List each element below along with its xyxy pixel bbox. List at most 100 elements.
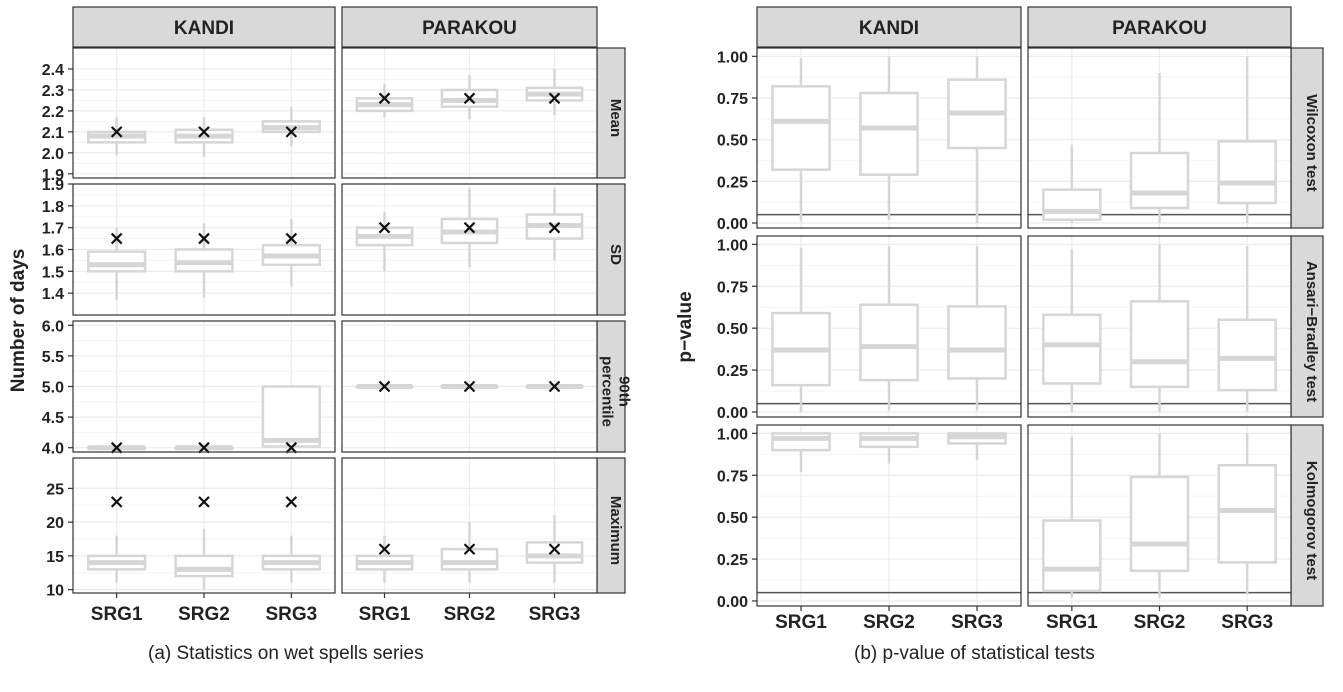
- chart-a-observed-point: [285, 126, 298, 138]
- chart-b-box: [1129, 151, 1190, 210]
- chart-a-ytick-label: 1.7: [42, 221, 64, 238]
- chart-b-box: [947, 305, 1007, 380]
- chart-a-ylabel: Number of days: [8, 249, 29, 393]
- chart-b-ytick-label: 1.00: [717, 237, 748, 254]
- chart-a-ytick-label: 20: [46, 515, 64, 532]
- chart-a-box: [525, 541, 584, 564]
- chart-b-box: [771, 85, 831, 171]
- chart-a-observed-point: [378, 92, 391, 105]
- chart-b-panel-border: [756, 235, 1022, 418]
- chart-a-observed-point: [110, 441, 123, 454]
- chart-b-strip-row-bg: [1290, 235, 1324, 418]
- chart-b-xtick-label: SRG3: [1221, 612, 1273, 633]
- chart-b-box: [1042, 188, 1102, 221]
- chart-b-ytick-label: 0.00: [717, 405, 748, 422]
- chart-a-box: [261, 385, 321, 448]
- chart-a-xtick-label: SRG1: [91, 604, 143, 625]
- chart-b-box: [1217, 463, 1277, 564]
- chart-a-observed-point: [548, 543, 561, 555]
- chart-a-ytick-label: 1.4: [42, 286, 64, 303]
- chart-a-panel-border: [72, 183, 336, 316]
- chart-b-box: [771, 432, 831, 452]
- chart-a-strip-row-bg: [596, 47, 626, 179]
- chart-b-strip-row-bg: [1290, 47, 1324, 229]
- chart-a-observed-point: [548, 92, 561, 105]
- chart-a-observed-point: [285, 232, 298, 245]
- chart-a-strip-row-label: 90th: [616, 376, 633, 407]
- chart-a-ytick-label: 2.4: [42, 62, 64, 79]
- chart-a-observed-point: [378, 543, 391, 555]
- chart-a-observed-point: [285, 441, 298, 454]
- chart-a-strip-col-label: PARAKOU: [422, 18, 517, 39]
- chart-a-xtick-label: SRG1: [359, 604, 411, 625]
- chart-a-observed-point: [378, 221, 391, 234]
- chart-a-observed-point: [463, 380, 476, 393]
- chart-a-observed-point: [198, 126, 210, 138]
- chart-a-box: [87, 250, 147, 273]
- chart-a-strip-col-label: KANDI: [174, 18, 234, 39]
- chart-b-panel-border: [1027, 235, 1292, 418]
- chart-b-ytick-label: 0.75: [717, 279, 748, 296]
- chart-a-observed-point: [548, 221, 561, 234]
- chart-a-xtick-label: SRG3: [529, 604, 581, 625]
- chart-b-strip-col-label: KANDI: [859, 18, 919, 39]
- chart-a-observed-point: [110, 496, 123, 508]
- chart-a-strip-row-label: Maximum: [607, 496, 624, 565]
- chart-b-xtick-label: SRG1: [775, 612, 827, 633]
- chart-a-box: [174, 554, 234, 578]
- chart-b-ytick-label: 0.50: [717, 321, 748, 338]
- chart-b-ytick-label: 1.00: [717, 49, 748, 66]
- chart-a-ytick-label: 2.3: [42, 83, 64, 100]
- chart-b-strip-row-label: Kolmogorov test: [1303, 461, 1320, 580]
- chart-b-ytick-label: 0.25: [717, 174, 748, 191]
- chart-a-strip-row-label: percentile: [599, 356, 616, 427]
- chart-a-observed-point: [463, 221, 476, 234]
- caption-a: (a) Statistics on wet spells series: [148, 643, 424, 664]
- chart-b-box: [1129, 300, 1190, 389]
- chart-b-ytick-label: 0.25: [717, 552, 748, 569]
- chart-a-ytick-label: 10: [46, 583, 64, 600]
- chart-a-strip-col-bg: [341, 6, 598, 48]
- chart-b-box: [1129, 475, 1190, 573]
- chart-b-ytick-label: 0.50: [717, 510, 748, 527]
- chart-a-strip-row-bg: [596, 183, 626, 316]
- chart-a-ytick-label: 25: [46, 481, 64, 498]
- chart-b-ytick-label: 1.00: [717, 426, 748, 443]
- chart-b-box: [1217, 318, 1277, 392]
- chart-b-strip-row-label: Wilcoxon test: [1303, 94, 1320, 191]
- chart-a-panel-border: [341, 320, 598, 453]
- chart-a-ytick-label: 15: [46, 549, 64, 566]
- chart-a-observed-point: [198, 441, 210, 454]
- chart-a-ytick-label: 4.0: [42, 441, 64, 458]
- chart-a-strip-col-bg: [72, 6, 336, 48]
- chart-a-xtick-label: SRG3: [265, 604, 317, 625]
- chart-b-ytick-label: 0.00: [717, 216, 748, 233]
- chart-b-strip-col-label: PARAKOU: [1112, 18, 1207, 39]
- chart-b-xtick-label: SRG3: [951, 612, 1003, 633]
- chart-b-xtick-label: SRG1: [1046, 612, 1098, 633]
- chart-b-box: [1042, 519, 1102, 593]
- chart-a-xtick-label: SRG2: [444, 604, 496, 625]
- chart-a-panel-border: [72, 320, 336, 453]
- chart-b-ytick-label: 0.75: [717, 91, 748, 108]
- chart-b-xtick-label: SRG2: [863, 612, 915, 633]
- chart-b-box: [1042, 313, 1102, 385]
- chart-a-ytick-label: 1.9: [42, 177, 64, 194]
- chart-b-box: [859, 91, 919, 176]
- chart-a-ytick-label: 2.2: [42, 104, 64, 121]
- chart-a-strip-row-label: Mean: [607, 99, 624, 137]
- chart-a-ytick-label: 6.0: [42, 318, 64, 335]
- chart-a-observed-point: [110, 126, 123, 138]
- chart-a-ytick-label: 4.5: [42, 410, 64, 427]
- chart-a-panel-border: [341, 183, 598, 316]
- chart-a-ytick-label: 1.9: [42, 167, 64, 184]
- chart-a-observed-point: [463, 543, 476, 555]
- chart-a-observed-point: [198, 232, 210, 245]
- chart-a-observed-point: [463, 92, 476, 105]
- chart-b-strip-row-label: Ansari−Bradley test: [1303, 261, 1320, 402]
- chart-a-observed-point: [198, 496, 210, 508]
- chart-a-ytick-label: 1.6: [42, 243, 64, 260]
- chart-a-strip-row-label: SD: [607, 244, 624, 265]
